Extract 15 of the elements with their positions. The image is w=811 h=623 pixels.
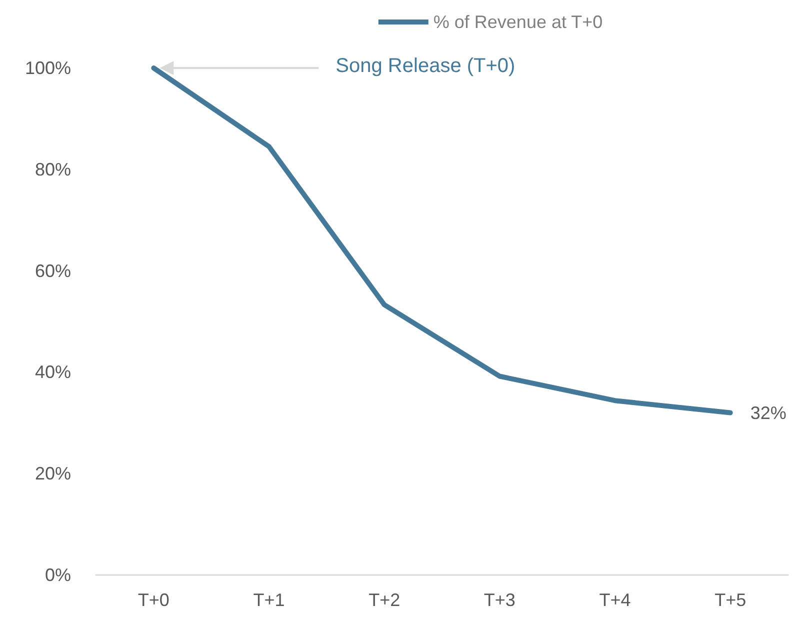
annotation: Song Release (T+0) [336,55,516,77]
y-tick-label: 0% [44,565,71,585]
y-tick-label: 40% [34,362,71,382]
data-label: 32% [750,402,786,423]
y-tick-label: 80% [34,159,71,180]
x-tick-label: T+5 [714,590,746,610]
y-tick-label: 20% [34,464,71,484]
legend-label: % of Revenue at T+0 [433,12,603,32]
x-tick-label: T+4 [599,590,631,610]
x-tick-label: T+0 [138,590,170,610]
y-tick-label: 60% [34,260,71,281]
x-tick-label: T+1 [253,590,285,610]
x-tick-label: T+3 [484,590,516,610]
y-tick-label: 100% [24,58,71,78]
x-tick-label: T+2 [368,590,400,610]
